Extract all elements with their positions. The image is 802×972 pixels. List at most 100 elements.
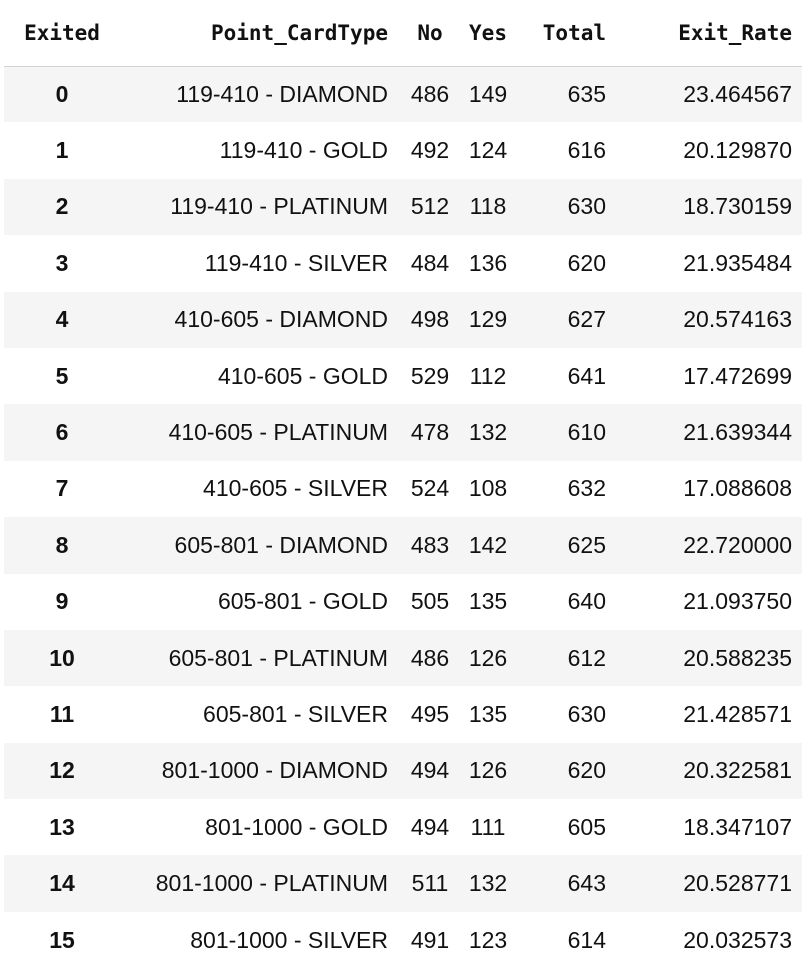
cell-total: 605 xyxy=(567,813,606,840)
column-header-exited: Exited xyxy=(4,0,120,67)
cell-exit-rate: 21.935484 xyxy=(683,249,792,276)
row-index: 3 xyxy=(55,249,69,276)
row-index: 4 xyxy=(55,306,69,333)
cell-exit-rate: 21.428571 xyxy=(683,700,792,727)
cell-yes: 132 xyxy=(468,419,508,446)
cell-no: 492 xyxy=(410,137,450,164)
table-row: 3 119-410 - SILVER 484 136 620 21.935484 xyxy=(4,235,802,292)
row-index: 11 xyxy=(49,700,75,727)
header-row: Exited Point_CardType No Yes Total Exit_… xyxy=(4,0,802,67)
cell-point-cardtype: 119-410 - SILVER xyxy=(204,249,388,276)
row-index: 6 xyxy=(55,419,69,446)
cell-yes: 149 xyxy=(468,80,508,107)
cell-no: 498 xyxy=(410,306,450,333)
cell-yes: 135 xyxy=(468,588,508,615)
cell-no: 505 xyxy=(410,588,450,615)
table-row: 6 410-605 - PLATINUM 478 132 610 21.639344 xyxy=(4,404,802,461)
table-row: 10 605-801 - PLATINUM 486 126 612 20.588235 xyxy=(4,629,802,687)
cell-point-cardtype: 801-1000 - PLATINUM xyxy=(155,870,388,897)
cell-exit-rate: 20.574163 xyxy=(683,306,792,333)
cell-yes: 129 xyxy=(468,306,508,333)
row-index: 12 xyxy=(49,757,75,784)
cell-no: 494 xyxy=(410,813,450,840)
row-index: 7 xyxy=(55,475,69,502)
cell-exit-rate: 23.464567 xyxy=(683,80,792,107)
table-row: 11 605-801 - SILVER 495 135 630 21.428571 xyxy=(4,686,802,743)
cell-exit-rate: 20.588235 xyxy=(683,644,792,671)
row-index: 14 xyxy=(49,870,75,897)
cell-total: 630 xyxy=(567,193,606,220)
cell-exit-rate: 17.088608 xyxy=(683,475,792,502)
cell-total: 614 xyxy=(567,926,606,953)
cell-no: 486 xyxy=(410,644,450,671)
cell-no: 529 xyxy=(410,362,450,389)
table-row: 1 119-410 - GOLD 492 124 616 20.129870 xyxy=(4,122,802,179)
column-header-exit-rate: Exit_Rate xyxy=(616,0,802,67)
cell-yes: 135 xyxy=(468,700,508,727)
cell-exit-rate: 21.093750 xyxy=(683,588,792,615)
cell-total: 612 xyxy=(567,644,606,671)
row-index: 8 xyxy=(55,531,69,558)
row-index: 2 xyxy=(55,193,69,220)
cell-total: 620 xyxy=(567,249,606,276)
cell-no: 484 xyxy=(410,249,450,276)
row-index: 9 xyxy=(55,588,69,615)
cell-point-cardtype: 605-801 - DIAMOND xyxy=(174,531,388,558)
cell-point-cardtype: 119-410 - GOLD xyxy=(219,137,388,164)
cell-no: 491 xyxy=(410,926,450,953)
column-header-total: Total xyxy=(514,0,616,67)
cell-no: 483 xyxy=(410,531,450,558)
cell-point-cardtype: 801-1000 - DIAMOND xyxy=(161,757,388,784)
row-index: 1 xyxy=(55,137,69,164)
column-header-no: No xyxy=(398,0,462,67)
table-row: 13 801-1000 - GOLD 494 111 605 18.347107 xyxy=(4,799,802,856)
cell-total: 625 xyxy=(567,531,606,558)
cell-point-cardtype: 410-605 - GOLD xyxy=(217,362,388,389)
cell-total: 610 xyxy=(567,419,606,446)
cell-no: 478 xyxy=(410,419,450,446)
cell-no: 512 xyxy=(410,193,450,220)
cell-point-cardtype: 119-410 - DIAMOND xyxy=(176,80,388,107)
cell-exit-rate: 18.730159 xyxy=(683,193,792,220)
cell-point-cardtype: 605-801 - GOLD xyxy=(217,588,388,615)
cell-total: 630 xyxy=(567,700,606,727)
cell-total: 616 xyxy=(567,137,606,164)
row-index: 13 xyxy=(49,813,75,840)
cell-yes: 111 xyxy=(470,813,506,840)
row-index: 15 xyxy=(49,926,75,953)
cell-yes: 142 xyxy=(468,531,508,558)
cell-total: 632 xyxy=(567,475,606,502)
cell-exit-rate: 20.528771 xyxy=(683,870,792,897)
cell-point-cardtype: 605-801 - PLATINUM xyxy=(168,644,388,671)
table-row: 12 801-1000 - DIAMOND 494 126 620 20.322581 xyxy=(4,742,802,800)
table-row: 0 119-410 - DIAMOND 486 149 635 23.464567 xyxy=(4,66,802,123)
table-row: 5 410-605 - GOLD 529 112 641 17.472699 xyxy=(4,347,802,405)
cell-total: 627 xyxy=(567,306,606,333)
cell-no: 495 xyxy=(410,700,450,727)
cell-yes: 132 xyxy=(468,870,508,897)
cell-yes: 112 xyxy=(469,362,507,389)
cell-yes: 126 xyxy=(468,644,508,671)
table-row: 9 605-801 - GOLD 505 135 640 21.093750 xyxy=(4,573,802,630)
cell-point-cardtype: 410-605 - SILVER xyxy=(203,475,388,502)
cell-point-cardtype: 801-1000 - GOLD xyxy=(205,813,388,840)
table-row: 15 801-1000 - SILVER 491 123 614 20.032573 xyxy=(4,911,802,969)
cell-no: 511 xyxy=(411,870,449,897)
row-index: 10 xyxy=(49,644,75,671)
table-header: Exited Point_CardType No Yes Total Exit_… xyxy=(4,0,802,67)
cell-total: 640 xyxy=(567,588,606,615)
table-row: 2 119-410 - PLATINUM 512 118 630 18.730159 xyxy=(4,178,802,236)
cell-point-cardtype: 605-801 - SILVER xyxy=(203,700,388,727)
cell-total: 643 xyxy=(567,870,606,897)
table-body: 0 119-410 - DIAMOND 486 149 635 23.464567 1 119… xyxy=(4,66,802,969)
cell-exit-rate: 18.347107 xyxy=(683,813,792,840)
cell-total: 641 xyxy=(567,362,606,389)
cell-exit-rate: 20.129870 xyxy=(683,137,792,164)
cell-no: 524 xyxy=(410,475,450,502)
table-row: 14 801-1000 - PLATINUM 511 132 643 20.528771 xyxy=(4,855,802,912)
dataframe-table: Exited Point_CardType No Yes Total Exit_… xyxy=(4,0,802,969)
cell-exit-rate: 22.720000 xyxy=(683,531,792,558)
cell-exit-rate: 21.639344 xyxy=(683,419,792,446)
cell-yes: 124 xyxy=(468,137,508,164)
cell-total: 620 xyxy=(567,757,606,784)
